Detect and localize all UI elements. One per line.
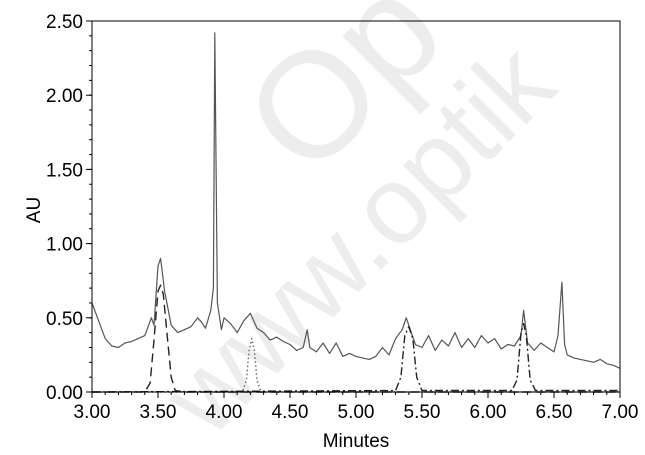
y-tick-label: 1.00 bbox=[46, 235, 83, 256]
y-tick-label: 2.00 bbox=[46, 86, 83, 107]
series-line-dotted bbox=[92, 337, 620, 393]
y-tick-label: 0.00 bbox=[46, 383, 83, 404]
x-axis-title: Minutes bbox=[323, 431, 390, 452]
series-line-dashdot bbox=[91, 323, 620, 393]
x-tick-label: 3.50 bbox=[140, 402, 177, 423]
x-tick-label: 3.00 bbox=[74, 402, 111, 423]
plot-series-group bbox=[91, 32, 621, 393]
x-axis: 3.00 3.50 4.00 4.50 5.00 5.50 6.00 6.50 7.00 bbox=[74, 392, 639, 423]
y-tick-label: 2.50 bbox=[46, 12, 83, 33]
x-tick-label: 7.00 bbox=[602, 402, 639, 423]
y-axis-title: AU bbox=[24, 197, 45, 223]
x-tick-label: 6.00 bbox=[470, 402, 507, 423]
x-tick-label: 5.00 bbox=[338, 402, 375, 423]
x-tick-label: 4.50 bbox=[272, 402, 309, 423]
y-axis: 0.00 0.50 1.00 1.50 2.00 2.50 bbox=[46, 12, 92, 404]
series-line-solid bbox=[91, 32, 621, 369]
x-tick-label: 4.00 bbox=[206, 402, 243, 423]
y-tick-label: 1.50 bbox=[46, 160, 83, 181]
series-line-dashed bbox=[92, 284, 620, 393]
x-tick-label: 6.50 bbox=[536, 402, 573, 423]
x-tick-label: 5.50 bbox=[404, 402, 441, 423]
y-tick-label: 0.50 bbox=[46, 309, 83, 330]
